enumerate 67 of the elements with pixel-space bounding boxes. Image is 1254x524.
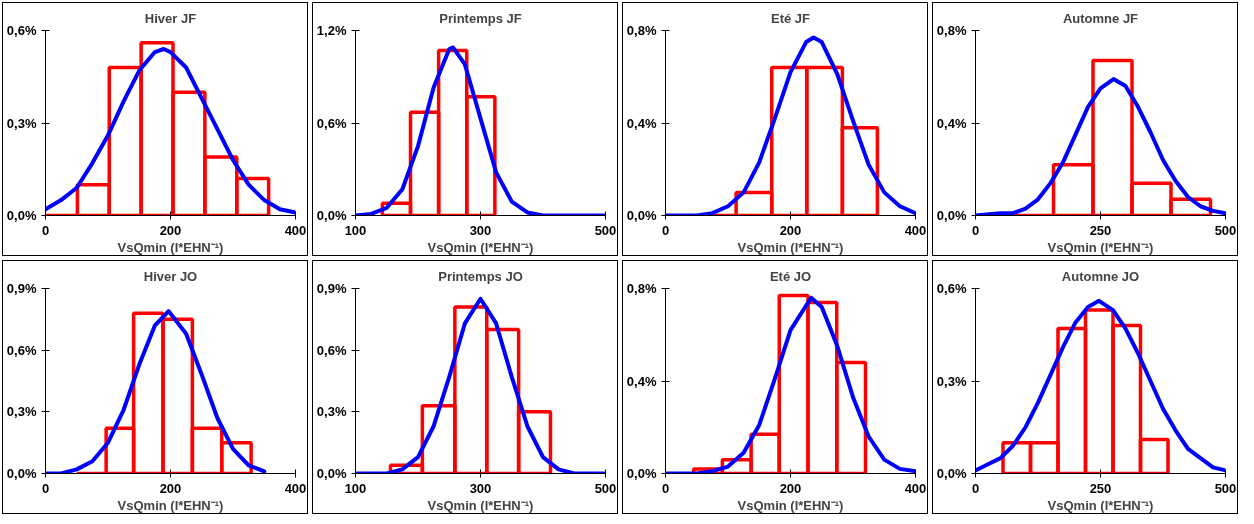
x-axis-title: VsQmin (l*EHN⁻¹) bbox=[427, 497, 534, 513]
y-tick-label: 0,6% bbox=[316, 342, 347, 358]
line-series bbox=[45, 309, 267, 474]
chart-title: Printemps JF bbox=[439, 10, 522, 26]
x-tick-label: 500 bbox=[594, 480, 617, 496]
chart-title: Automne JF bbox=[1062, 10, 1139, 26]
y-tick-label: 0,0% bbox=[6, 208, 37, 223]
x-tick-label: 250 bbox=[1089, 222, 1112, 238]
y-tick-label: 1,2% bbox=[316, 23, 347, 38]
x-tick-label: 200 bbox=[159, 480, 182, 496]
y-tick-label: 0,4% bbox=[936, 115, 967, 131]
chart-title: Eté JF bbox=[770, 10, 811, 26]
x-tick-label: 0 bbox=[41, 480, 50, 496]
y-tick-label: 0,9% bbox=[6, 281, 37, 296]
y-tick-label: 0,9% bbox=[316, 281, 347, 296]
y-tick-label: 0,0% bbox=[626, 208, 657, 223]
y-tick-label: 0,0% bbox=[626, 466, 657, 481]
x-tick-label: 0 bbox=[971, 480, 980, 496]
x-tick-label: 400 bbox=[284, 480, 307, 496]
y-tick-label: 0,6% bbox=[6, 342, 37, 358]
x-tick-label: 200 bbox=[779, 480, 802, 496]
x-axis-title: VsQmin (l*EHN⁻¹) bbox=[117, 497, 224, 513]
x-tick-label: 500 bbox=[594, 222, 617, 238]
x-tick-label: 300 bbox=[469, 480, 492, 496]
x-tick-label: 0 bbox=[661, 480, 670, 496]
y-tick-label: 0,0% bbox=[316, 466, 347, 481]
y-tick-label: 0,3% bbox=[6, 404, 37, 420]
x-tick-label: 100 bbox=[344, 222, 367, 238]
y-tick-label: 0,3% bbox=[6, 115, 37, 131]
x-tick-label: 400 bbox=[904, 222, 927, 238]
x-tick-label: 200 bbox=[159, 222, 182, 238]
x-tick-label: 500 bbox=[1214, 480, 1237, 496]
y-tick-label: 0,0% bbox=[6, 466, 37, 481]
y-tick-label: 0,6% bbox=[936, 281, 967, 296]
chart-title: Printemps JO bbox=[438, 268, 523, 284]
x-axis-title: VsQmin (l*EHN⁻¹) bbox=[1047, 497, 1154, 513]
x-tick-label: 0 bbox=[971, 222, 980, 238]
y-tick-label: 0,6% bbox=[316, 115, 347, 131]
x-axis-title: VsQmin (l*EHN⁻¹) bbox=[427, 239, 534, 255]
x-tick-label: 0 bbox=[41, 222, 50, 238]
x-tick-label: 300 bbox=[469, 222, 492, 238]
y-tick-label: 0,8% bbox=[936, 23, 967, 38]
y-tick-label: 0,4% bbox=[626, 373, 657, 389]
chart-title: Hiver JF bbox=[144, 10, 197, 26]
y-tick-label: 0,3% bbox=[936, 373, 967, 389]
y-tick-label: 0,8% bbox=[626, 23, 657, 38]
x-axis-title: VsQmin (l*EHN⁻¹) bbox=[1047, 239, 1154, 255]
y-tick-label: 0,3% bbox=[316, 404, 347, 420]
y-tick-label: 0,0% bbox=[936, 208, 967, 223]
x-axis-title: VsQmin (l*EHN⁻¹) bbox=[737, 497, 844, 513]
x-axis-title: VsQmin (l*EHN⁻¹) bbox=[117, 239, 224, 255]
y-tick-label: 0,4% bbox=[626, 115, 657, 131]
chart-title: Automne JO bbox=[1061, 268, 1140, 284]
y-tick-label: 0,0% bbox=[936, 466, 967, 481]
y-tick-label: 0,0% bbox=[316, 208, 347, 223]
x-tick-label: 400 bbox=[904, 480, 927, 496]
chart-title: Eté JO bbox=[769, 268, 812, 284]
x-tick-label: 0 bbox=[661, 222, 670, 238]
y-tick-label: 0,6% bbox=[6, 23, 37, 38]
x-axis-title: VsQmin (l*EHN⁻¹) bbox=[737, 239, 844, 255]
x-tick-label: 500 bbox=[1214, 222, 1237, 238]
y-tick-label: 0,8% bbox=[626, 281, 657, 296]
x-tick-label: 100 bbox=[344, 480, 367, 496]
x-tick-label: 250 bbox=[1089, 480, 1112, 496]
x-tick-label: 400 bbox=[284, 222, 307, 238]
chart-title: Hiver JO bbox=[143, 268, 198, 284]
x-tick-label: 200 bbox=[779, 222, 802, 238]
